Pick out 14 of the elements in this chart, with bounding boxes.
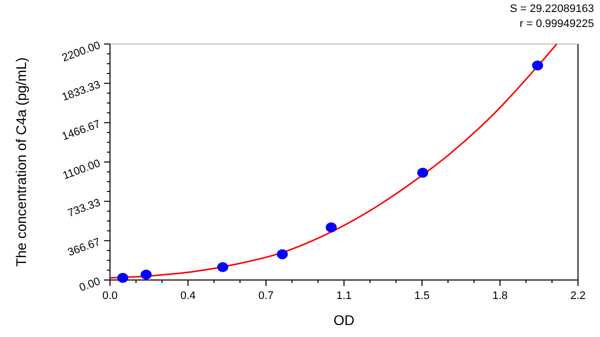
- x-axis-title: OD: [334, 312, 354, 328]
- text: r = 0.99949225: [520, 18, 594, 30]
- x-tick-label: 1.1: [336, 290, 352, 302]
- x-tick-label: 1.5: [414, 290, 430, 302]
- y-tick-label: 733.33: [66, 196, 102, 220]
- y-tick-label: 0.00: [78, 276, 102, 294]
- x-tick-label: 0.0: [102, 290, 118, 302]
- x-tick-label: 0.7: [258, 290, 274, 302]
- y-axis-title: The concentration of C4a (pg/mL): [13, 57, 29, 267]
- y-tick-label: 366.67: [66, 236, 102, 259]
- x-tick-label: 2.2: [570, 290, 586, 302]
- x-tick-label: 1.8: [492, 290, 508, 302]
- x-tick-label: 0.4: [180, 290, 196, 302]
- text: S = 29.22089163: [510, 3, 594, 15]
